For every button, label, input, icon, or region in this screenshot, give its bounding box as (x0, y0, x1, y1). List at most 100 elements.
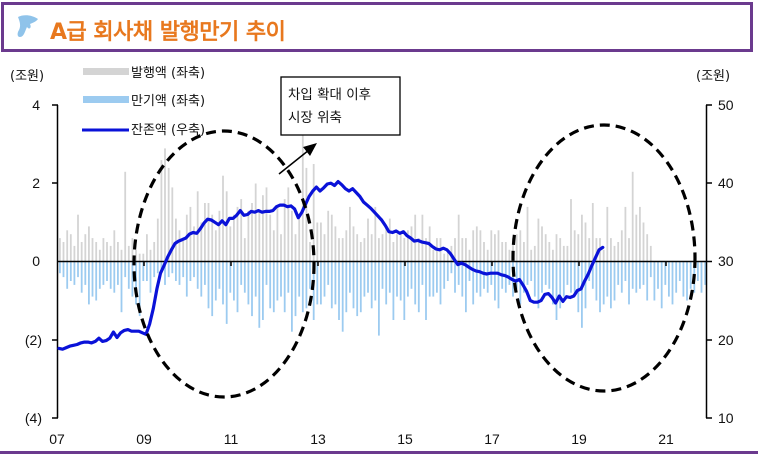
bar (635, 261, 638, 293)
bar (269, 214, 272, 262)
bar (218, 261, 221, 289)
bar (461, 261, 464, 297)
bar (570, 261, 572, 293)
bar (59, 238, 61, 262)
bar (508, 261, 511, 285)
bar (388, 261, 391, 293)
bar (541, 261, 543, 293)
bar (341, 238, 344, 262)
bar (533, 261, 536, 297)
bar (410, 226, 413, 262)
bar (588, 238, 591, 262)
bar (84, 234, 87, 262)
left-tick-label: 0 (32, 253, 40, 269)
bar (233, 214, 235, 262)
bar (320, 261, 322, 305)
bar (642, 222, 645, 262)
x-axis-ticks (143, 261, 667, 266)
bar (236, 206, 239, 262)
bar (207, 203, 210, 262)
bar (559, 261, 562, 309)
bar (457, 214, 460, 262)
bar (214, 261, 217, 301)
bar (323, 261, 326, 297)
bar (649, 261, 652, 278)
bar (483, 261, 485, 289)
bar (262, 261, 264, 320)
right-axis-unit: (조원) (696, 69, 730, 84)
bar (207, 261, 210, 309)
chart-title: A급 회사채 발행만기 추이 (50, 20, 286, 45)
x-tick-label: 17 (484, 431, 500, 447)
bar (349, 261, 351, 293)
bar (635, 214, 638, 262)
bar (138, 253, 141, 262)
bar (175, 218, 177, 262)
bar (421, 214, 424, 262)
bar (682, 261, 685, 297)
bar (544, 261, 547, 285)
bar (639, 261, 641, 289)
bar (316, 222, 319, 262)
bar (541, 226, 543, 262)
bar (610, 261, 612, 309)
bar (265, 187, 268, 262)
bar (599, 261, 601, 313)
x-tick-label: 07 (49, 431, 65, 447)
brush-stroke-icon (17, 15, 38, 37)
right-axis: 50 40 30 20 10 (705, 97, 734, 426)
bar (345, 230, 348, 262)
bar (77, 214, 79, 262)
annotation-line-2: 시장 위축 (288, 110, 342, 126)
bar (138, 261, 141, 317)
bar (229, 261, 232, 293)
bar (646, 234, 649, 262)
bar (475, 226, 478, 262)
bar (562, 245, 565, 262)
bar (211, 214, 214, 262)
bar (653, 261, 656, 301)
bar (628, 261, 630, 305)
bar (280, 261, 282, 297)
bar (446, 261, 449, 281)
bar (548, 242, 551, 262)
bar (98, 249, 101, 262)
bar (428, 261, 431, 297)
bar (95, 261, 98, 301)
bar (211, 261, 214, 317)
bar (479, 230, 482, 262)
bar (555, 261, 558, 320)
bar (298, 218, 301, 262)
right-tick-label: 30 (718, 253, 734, 269)
bar (225, 191, 228, 262)
bar (309, 261, 311, 289)
bar (251, 261, 253, 317)
bar (591, 261, 594, 289)
bar (77, 261, 79, 278)
bar (149, 249, 152, 262)
bar (472, 261, 475, 305)
bar (120, 249, 123, 262)
bar (631, 261, 634, 289)
right-tick-label: 20 (718, 332, 734, 348)
bar (370, 261, 373, 309)
bar (606, 206, 609, 262)
bar (327, 261, 330, 285)
bar (338, 261, 340, 320)
bar (146, 261, 148, 281)
bar (374, 261, 377, 301)
bar (160, 261, 163, 270)
bar (247, 210, 250, 262)
bar (167, 261, 170, 278)
bar (432, 261, 435, 297)
bar (515, 261, 518, 289)
bottom-rule (0, 451, 758, 454)
bar (436, 261, 438, 293)
bar (363, 238, 366, 262)
bar (149, 261, 152, 293)
highlight-ellipse-2009-2012 (132, 129, 316, 399)
bar (88, 226, 90, 262)
bar (240, 199, 243, 262)
bar (189, 261, 192, 281)
bar (352, 226, 355, 262)
